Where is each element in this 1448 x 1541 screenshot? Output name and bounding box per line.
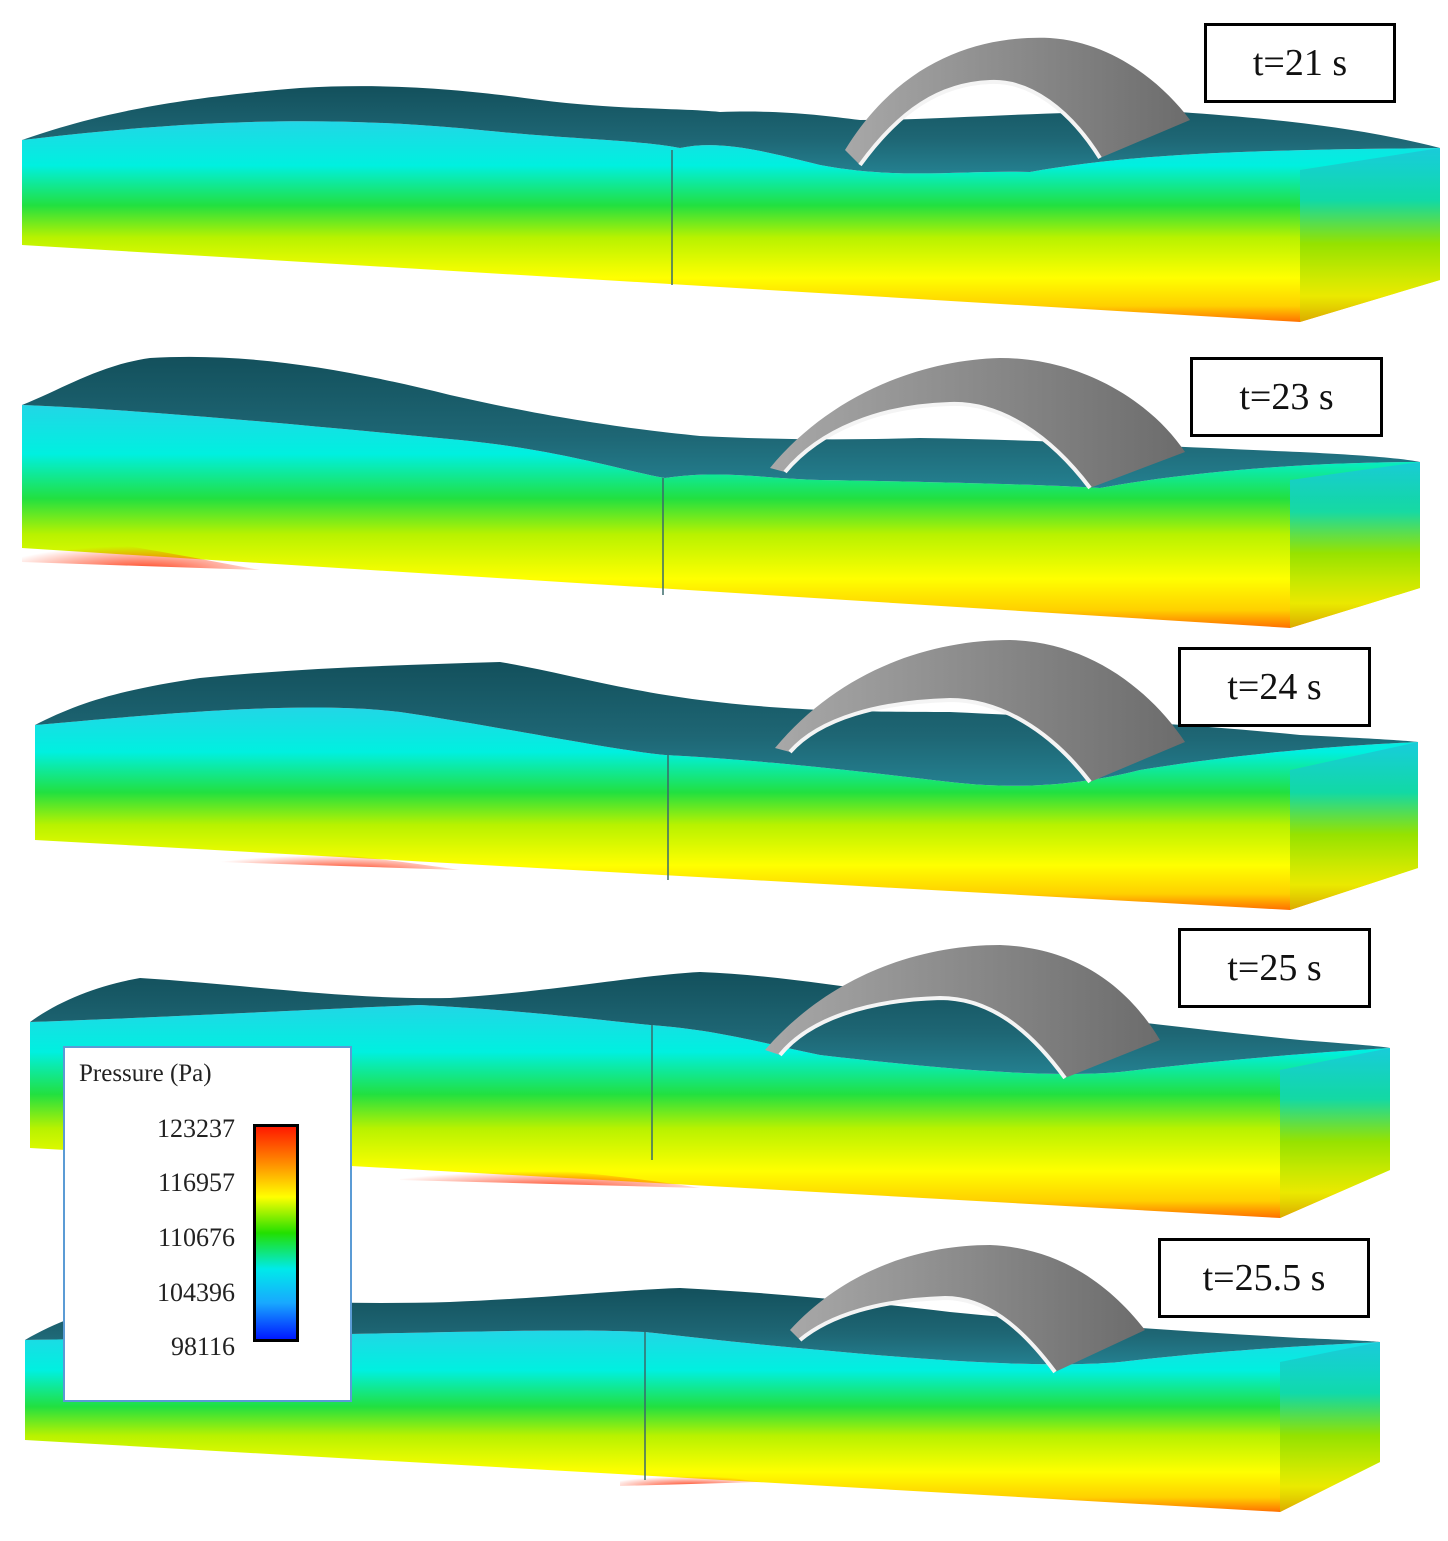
- time-label-text: t=24 s: [1227, 666, 1322, 708]
- legend-title: Pressure (Pa): [79, 1060, 212, 1087]
- time-label-text: t=23 s: [1239, 376, 1334, 418]
- arch-edge: [778, 995, 1067, 1080]
- legend-colorbar: [253, 1124, 299, 1342]
- wave-tank-front: [25, 1330, 1380, 1512]
- wave-tank-front: [30, 1005, 1390, 1218]
- arch-structure: [775, 640, 1185, 782]
- wave-tank-side: [1290, 462, 1420, 628]
- pressure-legend: Pressure (Pa) 123237 116957 110676 10439…: [63, 1046, 352, 1402]
- panel-t24: [35, 640, 1418, 910]
- time-label-t23: t=23 s: [1190, 357, 1383, 437]
- wave-tank-side: [1280, 1342, 1380, 1512]
- water-surface: [22, 86, 1440, 174]
- arch-edge: [783, 401, 1092, 490]
- arch-edge: [788, 697, 1092, 784]
- arch-edge: [858, 79, 1102, 167]
- time-label-text: t=25.5 s: [1202, 1257, 1326, 1299]
- legend-tick-2: 116957: [157, 1168, 235, 1197]
- time-label-t25: t=25 s: [1178, 928, 1371, 1008]
- time-label-text: t=21 s: [1252, 42, 1348, 84]
- wave-tank-front: [22, 405, 1420, 628]
- arch-structure: [770, 358, 1185, 488]
- legend-tick-3: 110676: [157, 1223, 235, 1252]
- time-label-t24: t=24 s: [1178, 647, 1371, 727]
- arch-structure: [790, 1245, 1145, 1372]
- panel-t25: [30, 945, 1390, 1218]
- legend-tick-4: 104396: [157, 1278, 235, 1307]
- pressure-hotspot: [400, 1160, 700, 1188]
- panel-t23: [22, 356, 1420, 628]
- wave-tank-front: [22, 121, 1440, 322]
- legend-tick-min: 98116: [170, 1332, 235, 1361]
- wave-tank-side: [1290, 742, 1418, 910]
- time-label-t21: t=21 s: [1204, 23, 1396, 103]
- time-label-t25-5: t=25.5 s: [1158, 1238, 1370, 1318]
- arch-structure: [765, 945, 1160, 1078]
- wave-tank-front: [35, 707, 1418, 910]
- panel-t21: [22, 37, 1440, 322]
- arch-structure: [845, 37, 1190, 165]
- pressure-hotspot: [22, 530, 260, 570]
- pressure-hotspot: [220, 845, 460, 870]
- panel-t25-5: [25, 1245, 1380, 1512]
- pressure-hotspot: [620, 1470, 760, 1486]
- time-label-text: t=25 s: [1227, 947, 1322, 989]
- legend-tick-max: 123237: [157, 1114, 235, 1143]
- arch-edge: [798, 1295, 1057, 1374]
- wave-tank-side: [1300, 148, 1440, 322]
- wave-tank-side: [1280, 1048, 1390, 1218]
